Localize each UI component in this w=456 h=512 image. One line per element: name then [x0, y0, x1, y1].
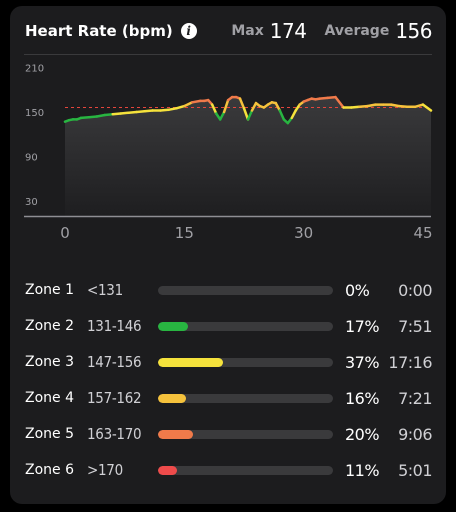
- heart-rate-line-segment: [246, 109, 254, 121]
- heart-rate-line-segment: [143, 109, 154, 113]
- zone-percent: 11%: [345, 460, 380, 480]
- x-tick-label: 30: [294, 224, 313, 242]
- zone-progress-fill: [158, 465, 178, 475]
- heart-rate-line-segment: [95, 113, 107, 118]
- x-tick-label: 0: [60, 224, 70, 242]
- heart-rate-line-segment: [210, 103, 218, 115]
- zone-row: Zone 5 163-170 20% 9:06: [25, 416, 432, 452]
- heart-rate-line-segment: [222, 98, 230, 114]
- heart-rate-line-segment: [127, 110, 138, 114]
- zone-name: Zone 1: [25, 282, 74, 298]
- card-title: Heart Rate (bpm): [25, 22, 173, 40]
- heart-rate-line-segment: [397, 104, 409, 109]
- zone-name: Zone 3: [25, 354, 74, 370]
- heart-rate-line-segment: [350, 105, 361, 109]
- zone-time: 9:06: [398, 424, 432, 444]
- heart-rate-line-segment: [191, 99, 202, 104]
- x-tick-label: 15: [175, 224, 194, 242]
- zone-time: 7:51: [398, 316, 432, 336]
- zone-name: Zone 6: [25, 462, 74, 478]
- y-tick-label: 210: [25, 63, 44, 74]
- zone-row: Zone 2 131-146 17% 7:51: [25, 308, 432, 344]
- zone-name: Zone 5: [25, 426, 74, 442]
- heart-rate-line-segment: [274, 101, 282, 112]
- heart-rate-line-segment: [326, 95, 337, 100]
- zone-list: Zone 1 <131 0% 0:00 Zone 2 131-146 17% 7:51 Zone…: [25, 272, 432, 488]
- heart-rate-line-segment: [238, 97, 246, 110]
- zone-time: 7:21: [398, 388, 432, 408]
- heart-rate-line-segment: [389, 103, 401, 108]
- zone-percent: 16%: [345, 388, 380, 408]
- heart-rate-line-segment: [111, 112, 122, 116]
- zone-progress-track: [158, 465, 333, 475]
- max-value: 174: [269, 19, 307, 43]
- zone-row: Zone 4 157-162 16% 7:21: [25, 380, 432, 416]
- zone-percent: 20%: [345, 424, 380, 444]
- heart-rate-line-segment: [159, 108, 170, 112]
- zone-progress-track: [158, 429, 333, 439]
- zone-progress-fill: [158, 321, 188, 331]
- zone-progress-fill: [158, 393, 186, 403]
- heart-rate-line-segment: [278, 109, 286, 121]
- heart-rate-line-segment: [79, 115, 91, 120]
- heart-rate-area: [65, 97, 431, 216]
- average-value: 156: [395, 19, 432, 43]
- heart-rate-line-segment: [119, 111, 130, 115]
- zone-progress-track: [158, 357, 333, 367]
- zone-row: Zone 6 >170 11% 5:01: [25, 452, 432, 488]
- heart-rate-line-segment: [87, 115, 99, 119]
- zone-progress-track: [158, 393, 333, 403]
- heart-rate-line-segment: [334, 95, 345, 109]
- zone-row: Zone 3 147-156 37% 17:16: [25, 344, 432, 380]
- zone-progress-fill: [158, 357, 223, 367]
- heart-rate-line-segment: [167, 107, 178, 112]
- heart-rate-line-segment: [103, 112, 114, 117]
- zone-range: <131: [87, 281, 123, 299]
- zone-name: Zone 2: [25, 318, 74, 334]
- zone-range: 157-162: [87, 389, 142, 407]
- heart-rate-chart: 210 150 90 30 0 15 30 45: [24, 63, 433, 242]
- y-tick-label: 30: [25, 197, 38, 208]
- zone-progress-track: [158, 285, 333, 295]
- zone-percent: 17%: [345, 316, 380, 336]
- heart-rate-line-segment: [413, 103, 425, 109]
- max-label: Max: [231, 23, 264, 39]
- heart-rate-line-segment: [366, 103, 377, 108]
- y-tick-label: 90: [25, 153, 38, 164]
- average-label: Average: [324, 23, 390, 39]
- zone-name: Zone 4: [25, 390, 74, 406]
- zone-row: Zone 1 <131 0% 0:00: [25, 272, 432, 308]
- zone-range: 131-146: [87, 317, 142, 335]
- zone-range: >170: [87, 461, 123, 479]
- card-header: Heart Rate (bpm) i Max 174 Average 156: [25, 18, 432, 44]
- y-tick-label: 150: [25, 108, 44, 119]
- heart-rate-line-segment: [175, 104, 186, 110]
- heart-rate-card: Heart Rate (bpm) i Max 174 Average 156 2…: [10, 6, 446, 504]
- heart-rate-line-segment: [183, 101, 194, 108]
- zone-time: 5:01: [398, 460, 432, 480]
- zone-progress-track: [158, 321, 333, 331]
- zone-percent: 0%: [345, 280, 370, 300]
- heart-rate-line-segment: [135, 110, 146, 114]
- zone-range: 163-170: [87, 425, 142, 443]
- info-icon[interactable]: i: [180, 23, 197, 39]
- header-divider: [24, 54, 432, 55]
- zone-progress-fill: [158, 429, 193, 439]
- heart-rate-line-segment: [358, 104, 369, 109]
- zone-range: 147-156: [87, 353, 142, 371]
- zone-time: 17:16: [388, 352, 432, 372]
- zone-percent: 37%: [345, 352, 380, 372]
- heart-rate-line-segment: [318, 96, 329, 100]
- heart-rate-line-segment: [218, 110, 226, 121]
- heart-rate-line-segment: [421, 103, 433, 112]
- heart-rate-line-segment: [290, 109, 297, 120]
- x-tick-label: 45: [413, 224, 432, 242]
- zone-time: 0:00: [398, 280, 432, 300]
- heart-rate-line-segment: [242, 107, 250, 121]
- heart-rate-line-segment: [250, 101, 258, 112]
